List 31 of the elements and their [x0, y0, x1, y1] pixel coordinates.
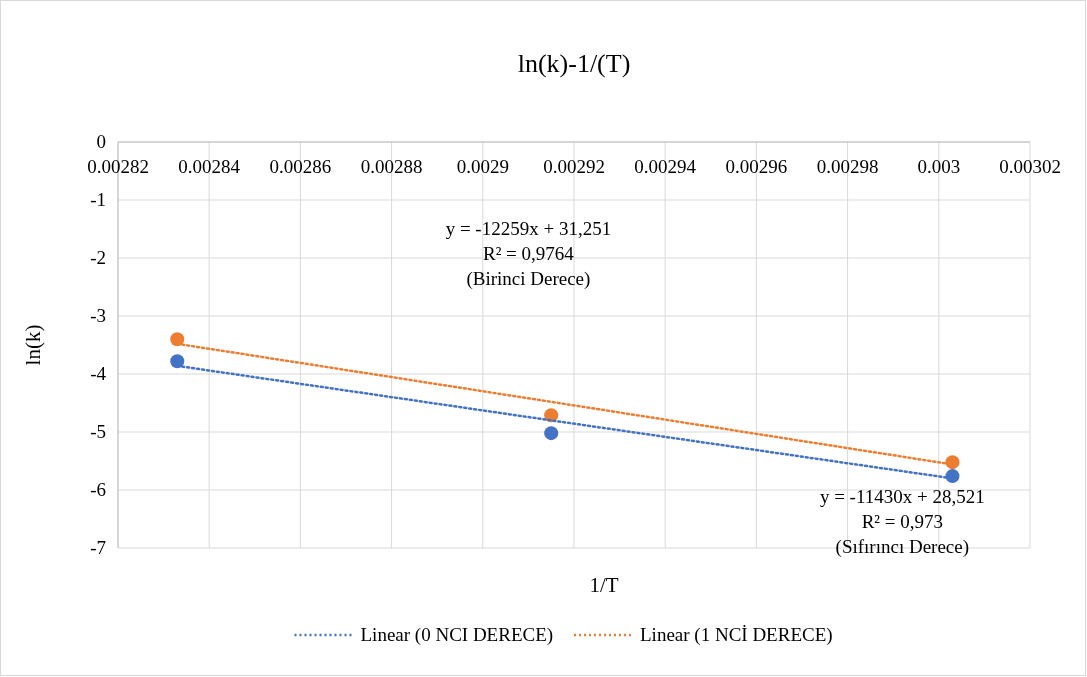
point	[170, 332, 185, 347]
y-tick-label: -3	[90, 305, 106, 326]
y-tick-label: -2	[90, 247, 106, 268]
x-tick-label: 0.0029	[456, 156, 509, 177]
y-tick-label: -4	[90, 363, 107, 384]
point	[945, 455, 960, 470]
y-tick-label: -7	[90, 537, 106, 558]
y-tick-label: -1	[90, 189, 106, 210]
x-tick-label: 0.00286	[269, 156, 332, 177]
x-tick-label: 0.00302	[999, 156, 1061, 177]
y-tick-label: -6	[90, 479, 106, 500]
legend-label: Linear (1 NCİ DERECE)	[640, 624, 833, 646]
y-axis-title: ln(k)	[21, 324, 45, 366]
x-tick-label: 0.00284	[178, 156, 241, 177]
point	[544, 426, 559, 441]
x-axis-title: 1/T	[589, 573, 619, 597]
y-tick-label: -5	[90, 421, 106, 442]
chart-title: ln(k)-1/(T)	[517, 49, 631, 78]
x-tick-label: 0.00282	[87, 156, 149, 177]
x-tick-label: 0.00292	[543, 156, 605, 177]
x-tick-label: 0.00296	[725, 156, 788, 177]
point	[945, 469, 960, 484]
legend-label: Linear (0 NCI DERECE)	[360, 624, 554, 646]
x-tick-label: 0.003	[917, 156, 961, 177]
annotation: y = -11430x + 28,521 R² = 0,973 (Sıfırıncı Derece)	[819, 486, 985, 559]
annotation: y = -12259x + 31,251 R² = 0,9764 (Birinci Derece)	[445, 218, 612, 291]
x-tick-label: 0.00294	[634, 156, 697, 177]
x-tick-label: 0.00298	[816, 156, 879, 177]
y-tick-label: 0	[96, 131, 106, 152]
x-tick-label: 0.00288	[360, 156, 423, 177]
point	[170, 354, 185, 369]
